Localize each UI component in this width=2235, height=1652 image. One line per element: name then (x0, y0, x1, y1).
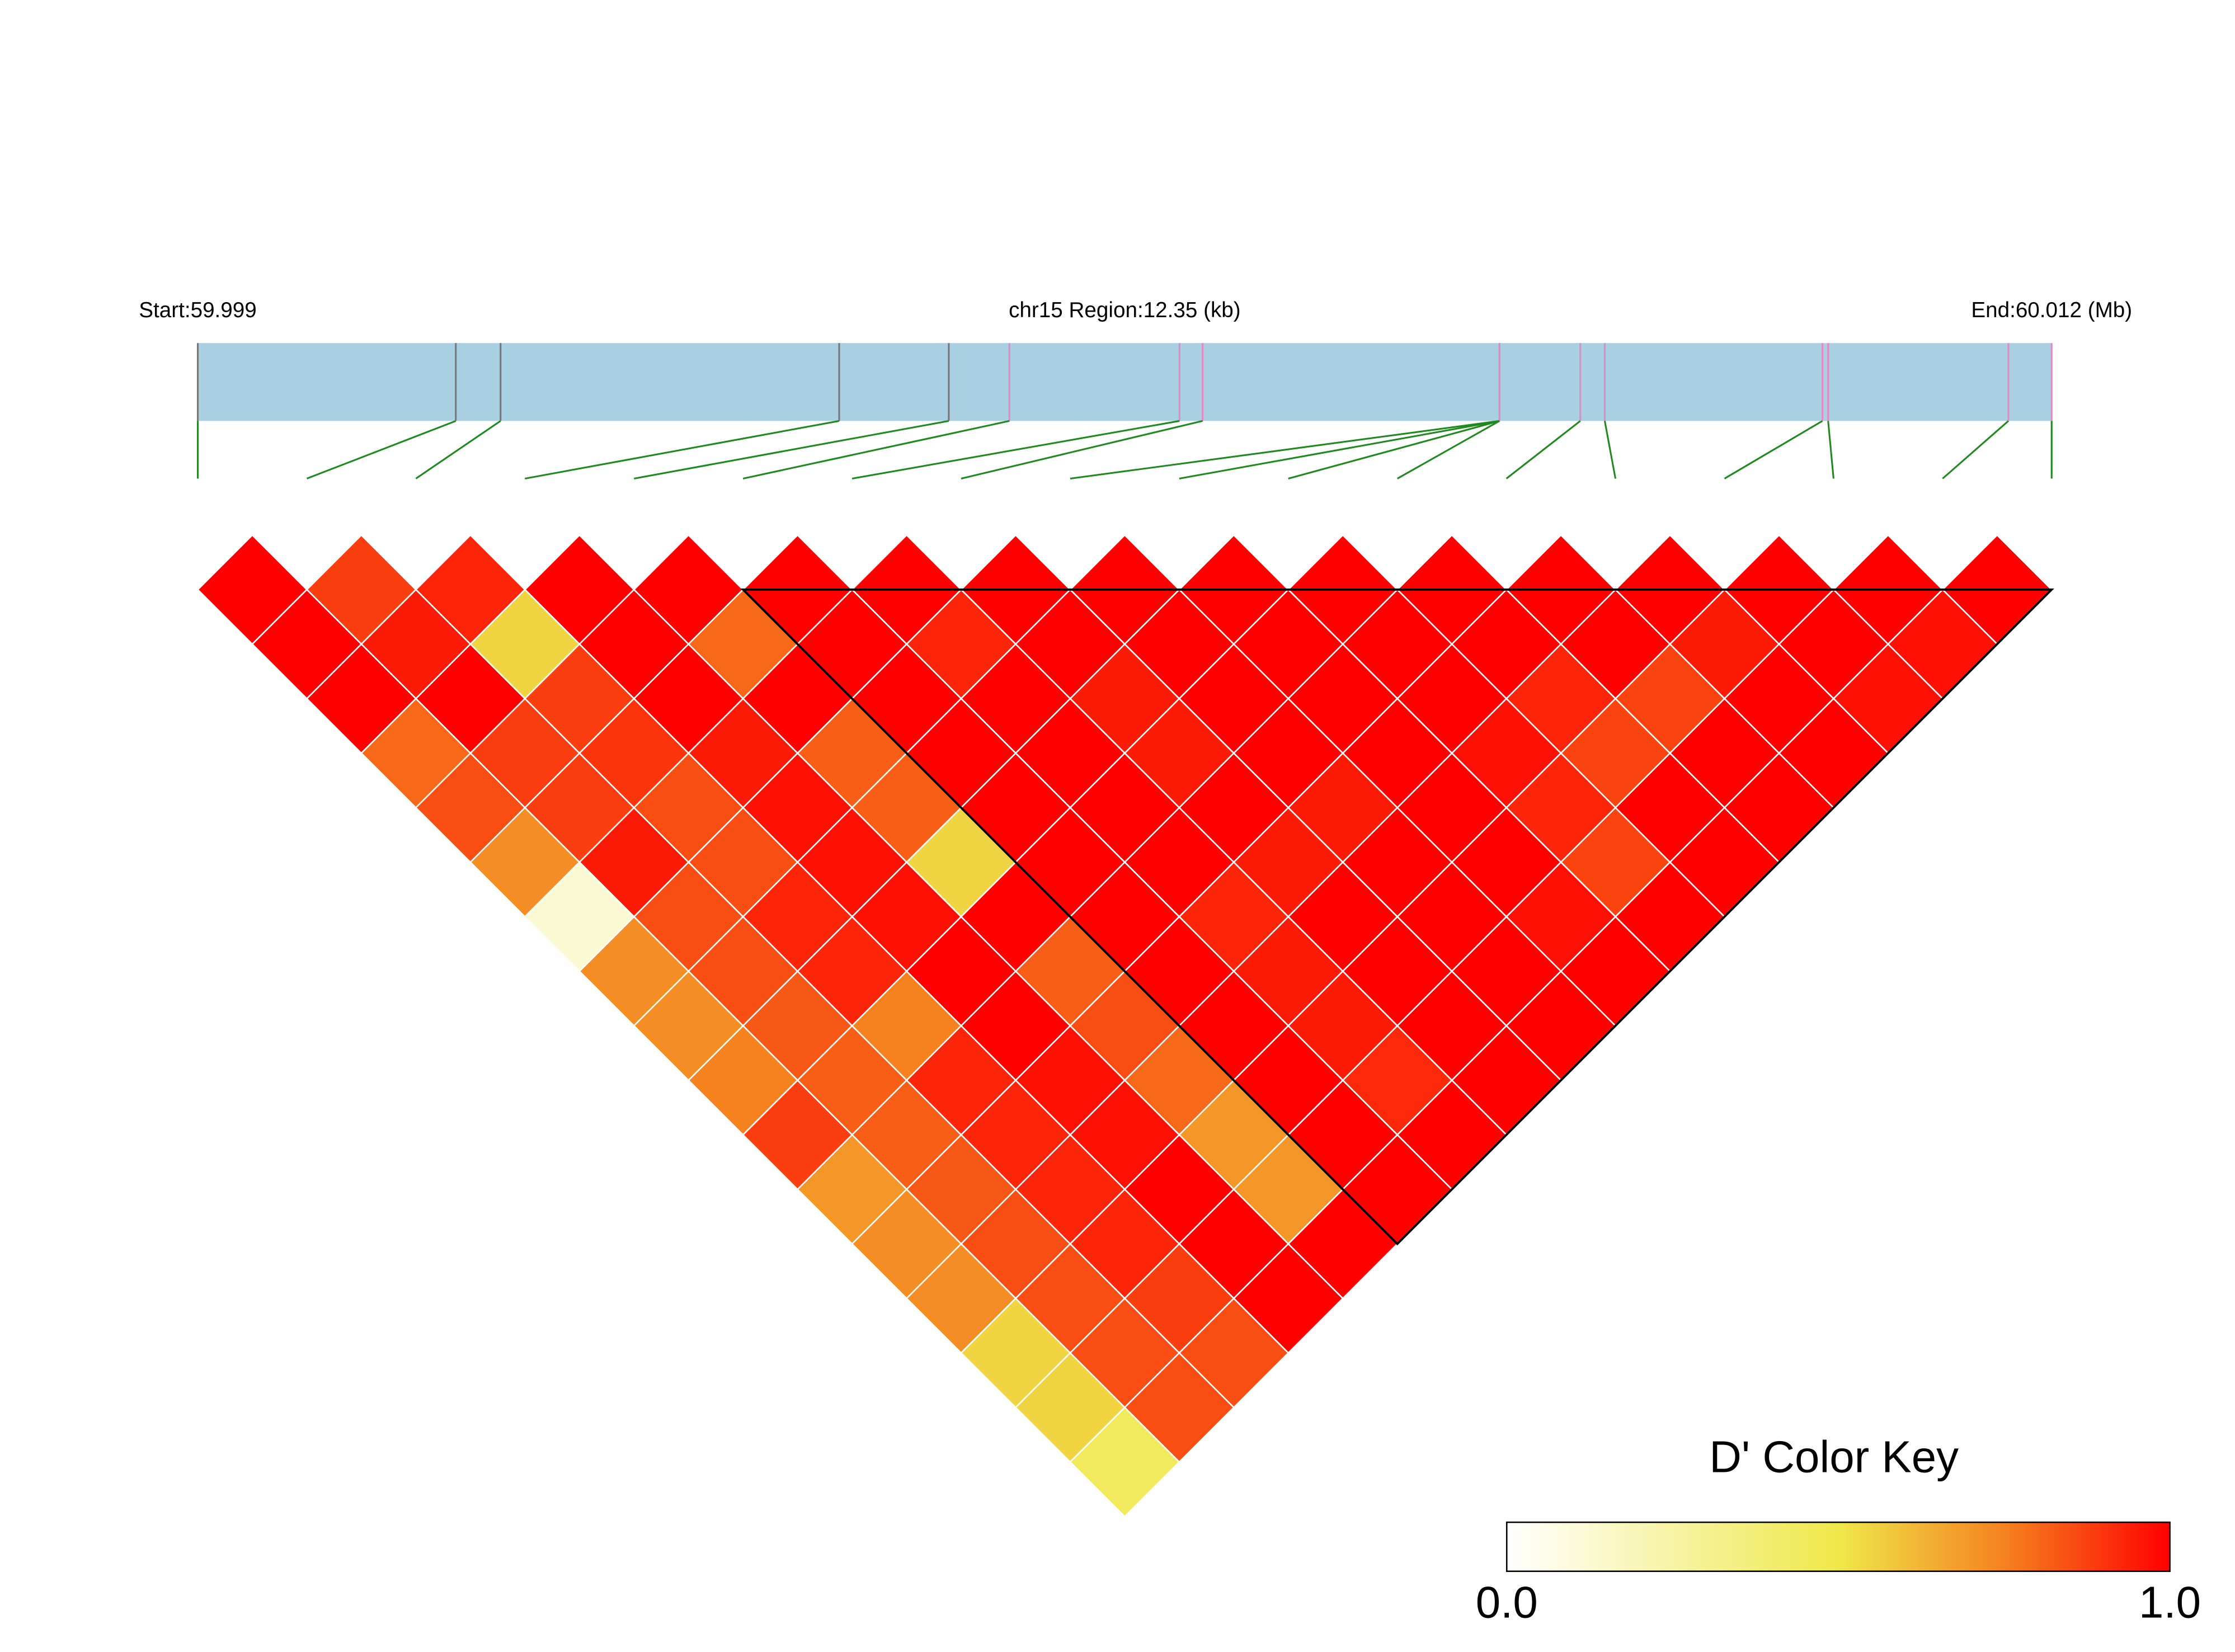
snp-connector (1603, 421, 1617, 479)
snp-connector (525, 420, 840, 480)
snp-connector (1288, 420, 1500, 479)
snp-connector (415, 420, 501, 479)
end-label: End:60.012 (Mb) (1971, 298, 2132, 322)
snp-connector (306, 420, 457, 479)
snp-connector (742, 420, 1010, 480)
snp-connector (1827, 421, 1834, 479)
snp-connector (1070, 420, 1500, 480)
snp-connector (1942, 420, 2010, 479)
ld-cell (1069, 1406, 1180, 1518)
snp-connector (1396, 420, 1500, 479)
color-key-tick-label: 1.0 (2139, 1578, 2201, 1627)
color-key-title: D' Color Key (1709, 1432, 1959, 1481)
color-key-tick-label: 0.0 (1476, 1578, 1538, 1627)
start-label: Start:59.999 (139, 298, 257, 322)
color-key-bar (1505, 1521, 2171, 1572)
snp-connector (1505, 420, 1581, 479)
snp-connector (1724, 420, 1823, 479)
snp-connector (961, 420, 1203, 479)
gene-track (197, 343, 2052, 421)
region-label: chr15 Region:12.35 (kb) (1009, 298, 1241, 322)
snp-connector (633, 420, 949, 480)
snp-connector (851, 420, 1180, 480)
ld-block (740, 588, 2054, 1246)
snp-connector (1179, 420, 1500, 480)
